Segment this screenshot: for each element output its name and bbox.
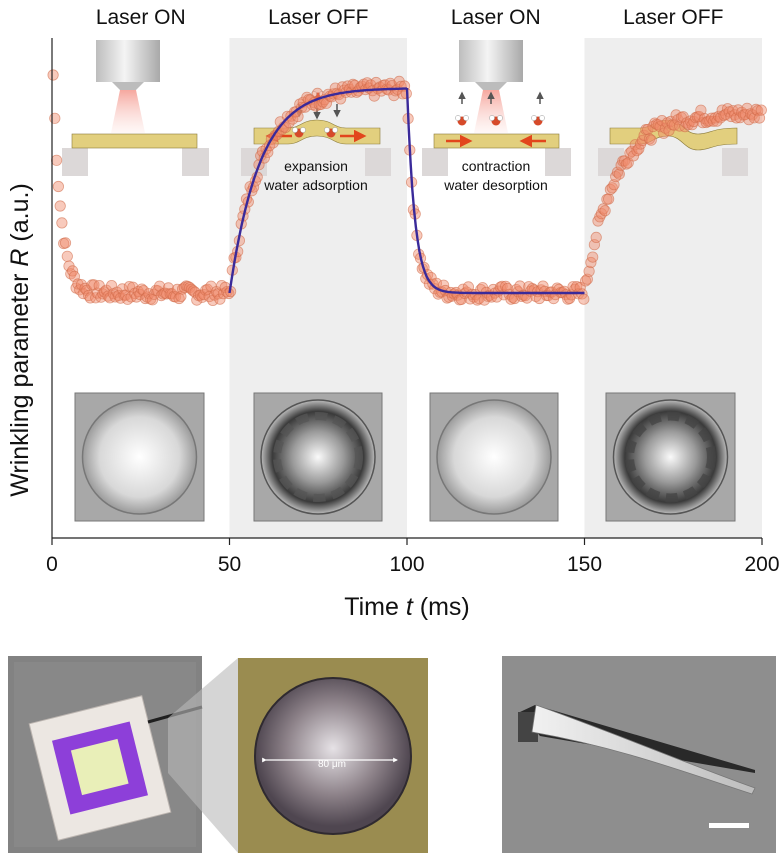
membrane-flat-icon	[71, 133, 198, 149]
phase-label-4: Laser OFF	[623, 6, 723, 29]
data-point	[602, 193, 615, 205]
water-molecule-icon	[324, 127, 338, 138]
data-point	[755, 104, 767, 116]
data-point	[642, 124, 654, 136]
water-molecule-icon	[292, 127, 306, 138]
support-right-icon	[722, 148, 748, 176]
water-molecule-icon	[489, 115, 503, 126]
data-point	[50, 154, 63, 166]
photo-sample-chip	[8, 656, 203, 853]
micrograph-laser-off-1	[253, 392, 383, 522]
data-point	[114, 292, 127, 304]
data-point	[116, 283, 128, 295]
x-axis-title: Time t (ms)	[344, 593, 469, 621]
micrograph-laser-on-2	[429, 392, 559, 522]
data-point	[613, 168, 625, 180]
x-tick-label: 150	[567, 553, 602, 576]
schematic-laser-off-2	[598, 119, 748, 176]
phase-label-1: Laser ON	[96, 6, 186, 29]
data-point	[752, 105, 764, 117]
water-molecule-icon	[531, 115, 545, 126]
data-points	[47, 69, 767, 306]
data-point	[631, 145, 643, 157]
data-point	[61, 250, 73, 262]
data-point	[645, 134, 657, 146]
data-point	[590, 231, 602, 243]
objective-tip-icon	[112, 82, 144, 90]
data-point	[587, 251, 599, 263]
data-point	[59, 237, 72, 249]
membrane-wrinkled-icon	[609, 119, 738, 151]
data-point	[643, 133, 656, 145]
annotation-expansion: expansion	[284, 158, 348, 174]
annotation-contraction: contraction	[462, 158, 530, 174]
fit-curves	[228, 87, 585, 295]
photo-optical-micrograph: 80 μm	[238, 658, 428, 853]
data-point	[588, 239, 601, 251]
data-point	[597, 203, 609, 215]
data-point	[606, 182, 618, 194]
data-point	[52, 180, 65, 193]
data-point	[611, 166, 624, 178]
scale-bar	[709, 823, 749, 828]
cantilever-icon	[531, 704, 756, 795]
data-point	[223, 287, 235, 300]
support-left-icon	[422, 148, 448, 176]
data-point	[54, 200, 66, 212]
schematic-laser-on-2: contraction water desorption	[422, 40, 571, 193]
membrane-buckled-icon	[253, 119, 381, 145]
schematic-laser-off-1: expansion water adsorption	[241, 91, 391, 193]
micrograph-insets	[74, 392, 736, 522]
annotation-water-adsorption: water adsorption	[263, 177, 368, 193]
phase-label-3: Laser ON	[451, 6, 541, 29]
fit-curve-2	[228, 87, 407, 294]
phase-labels: Laser ON Laser OFF Laser ON Laser OFF	[96, 6, 724, 29]
data-point	[583, 265, 595, 277]
data-point	[177, 283, 189, 295]
data-point	[56, 217, 68, 229]
annotation-water-desorption: water desorption	[443, 177, 548, 193]
data-point	[620, 158, 633, 170]
data-point	[599, 205, 611, 217]
data-point	[49, 112, 61, 124]
support-right-icon	[182, 148, 209, 176]
objective-lens-icon	[459, 40, 523, 82]
y-axis-title: Wrinkling parameter R (a.u.)	[6, 183, 34, 497]
phase-label-2: Laser OFF	[268, 6, 368, 29]
data-point	[214, 293, 226, 305]
data-point	[578, 293, 590, 305]
support-right-icon	[365, 148, 391, 176]
micrograph-laser-on-1	[74, 392, 205, 522]
micrograph-laser-off-2	[605, 392, 736, 522]
x-tick-label: 200	[744, 553, 779, 576]
data-point	[47, 69, 59, 81]
scale-label: 80 μm	[318, 759, 346, 770]
support-left-icon	[62, 148, 88, 176]
data-point	[579, 275, 592, 287]
schematic-laser-on-1	[62, 40, 209, 176]
support-right-icon	[545, 148, 571, 176]
laser-beam-icon	[111, 90, 145, 133]
x-ticks: 0 50 100 150 200	[46, 538, 780, 576]
x-tick-label: 50	[218, 553, 241, 576]
objective-lens-icon	[96, 40, 160, 82]
photo-sem-cantilever	[502, 656, 776, 853]
x-tick-label: 100	[389, 553, 424, 576]
fit-curve-3	[405, 87, 585, 295]
data-point	[705, 112, 718, 124]
x-tick-label: 0	[46, 553, 58, 576]
zoom-connector	[168, 658, 238, 853]
water-molecule-icon	[455, 115, 469, 126]
data-point	[686, 119, 698, 131]
objective-tip-icon	[475, 82, 507, 90]
